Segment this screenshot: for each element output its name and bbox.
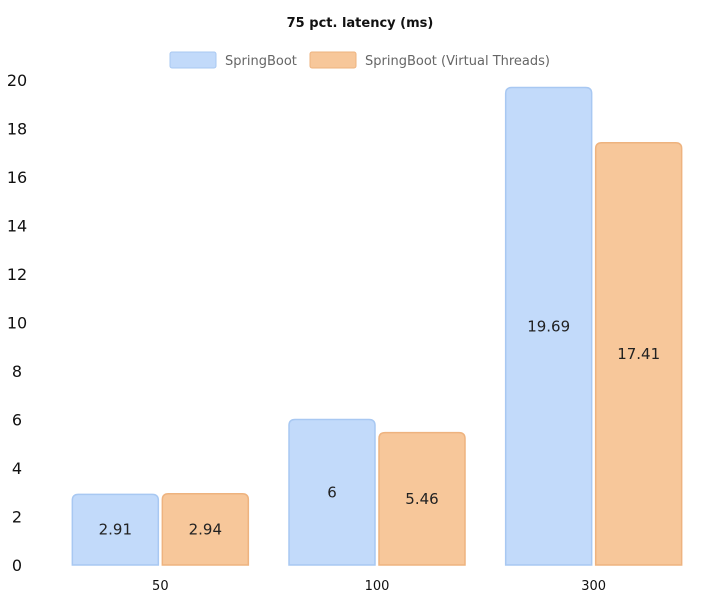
bar-springboot-virtual-threads-100 [378,431,466,566]
y-axis: 0 2 4 6 8 10 12 14 16 18 20 [7,71,27,575]
y-tick-label: 0 [12,556,22,575]
data-label: 2.94 [189,520,222,538]
legend-label-springboot: SpringBoot [225,54,297,69]
x-axis: 50 100 300 [152,579,606,594]
y-tick-label: 14 [7,217,27,236]
bar-springboot-virtual-threads-300 [594,142,683,566]
y-tick-label: 4 [12,459,22,478]
data-label: 2.91 [99,521,132,539]
y-tick-label: 18 [7,120,27,139]
data-label: 17.41 [617,345,660,363]
data-label: 19.69 [527,317,570,335]
y-tick-label: 20 [7,71,27,90]
legend-swatch-springboot-virtual-threads [309,51,357,69]
chart-title: 75 pct. latency (ms) [287,16,434,31]
y-tick-label: 6 [12,411,22,430]
bars: 2.91 2.94 6 5.46 19.69 17.41 [71,86,683,566]
y-tick-label: 10 [7,314,27,333]
x-tick-label: 100 [365,579,390,594]
legend-label-springboot-virtual-threads: SpringBoot (Virtual Threads) [365,54,550,69]
data-label: 5.46 [405,490,438,508]
bar-springboot-100 [288,418,376,566]
y-tick-label: 12 [7,265,27,284]
bar-springboot-300 [504,86,593,566]
bar-springboot-virtual-threads-50 [161,492,250,566]
bar-springboot-50 [71,493,160,566]
x-tick-label: 50 [152,579,169,594]
legend-swatch-springboot [169,51,217,69]
y-tick-label: 8 [12,362,22,381]
legend: SpringBoot SpringBoot (Virtual Threads) [169,51,550,69]
data-label: 6 [327,483,337,501]
y-tick-label: 2 [12,508,22,527]
y-tick-label: 16 [7,168,27,187]
x-tick-label: 300 [581,579,606,594]
